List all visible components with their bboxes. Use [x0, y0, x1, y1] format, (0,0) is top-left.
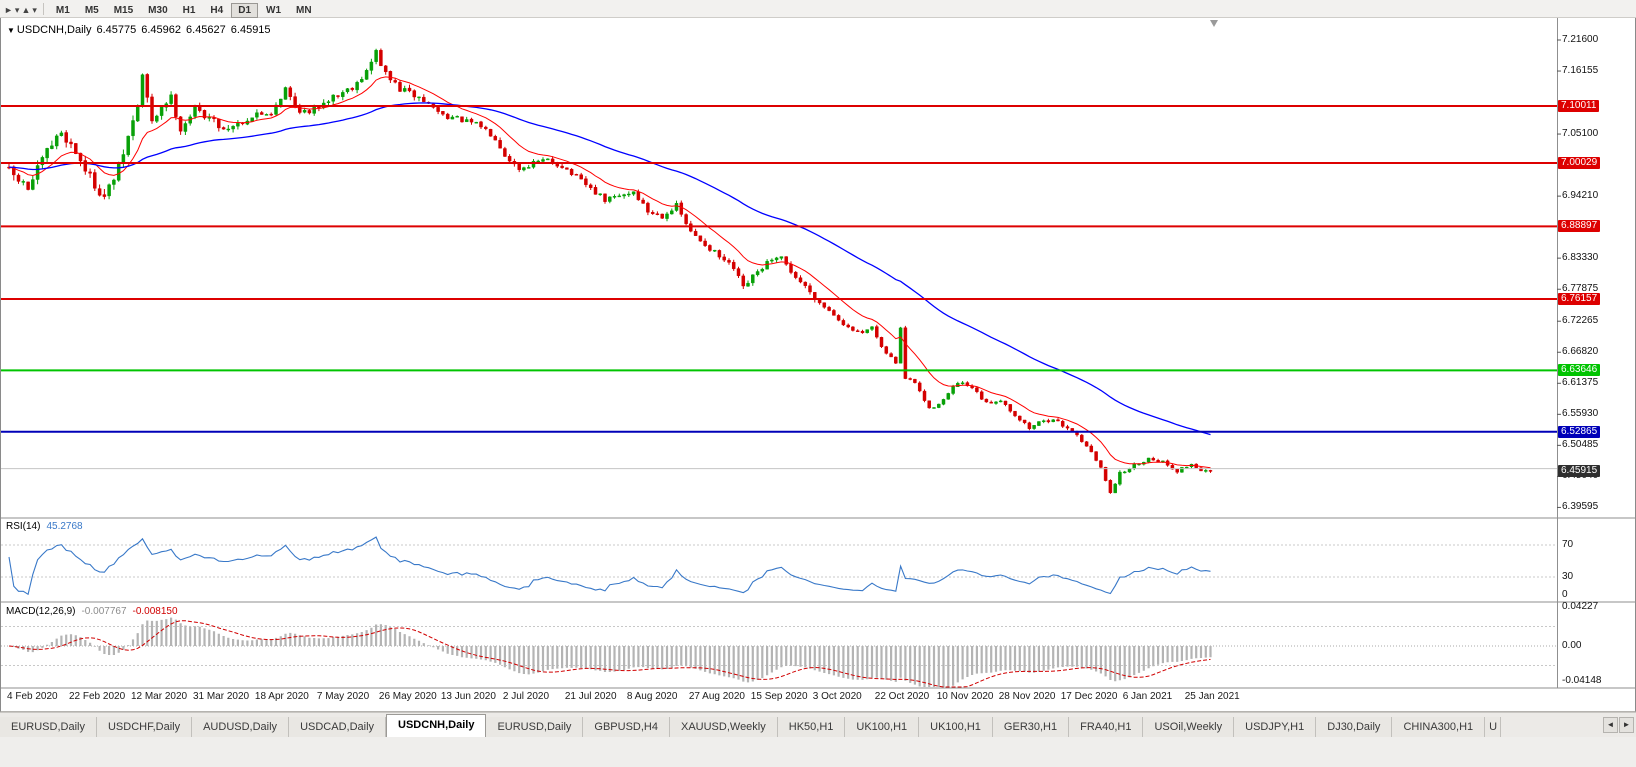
tab-scroll-left-button[interactable]: ◄ — [1603, 716, 1618, 733]
slow-ma-line — [8, 102, 1211, 436]
tab-scroll-buttons: ◄ ► — [1602, 712, 1636, 737]
chart-tab-usdcad-daily[interactable]: USDCAD,Daily — [289, 717, 387, 737]
chart-tab-eurusd-daily[interactable]: EURUSD,Daily — [0, 717, 97, 737]
chart-tab-china300-h1[interactable]: CHINA300,H1 — [1392, 717, 1486, 737]
chart-canvas[interactable] — [1, 18, 1636, 712]
timeframe-button-m15[interactable]: M15 — [113, 4, 134, 16]
chart-type-tool-caret-icon[interactable]: ▾ — [32, 4, 37, 15]
timeframe-button-mn[interactable]: MN — [296, 4, 312, 16]
rsi-line — [8, 536, 1211, 596]
toolbar-separator — [42, 2, 44, 15]
chart-tab-usdjpy-h1[interactable]: USDJPY,H1 — [1234, 717, 1317, 737]
chart-window[interactable]: ▼ USDCNH,Daily 6.45775 6.45962 6.45627 6.4591… — [0, 18, 1636, 712]
timeframe-button-h4[interactable]: H4 — [210, 4, 224, 16]
chart-tab-xauusd-weekly[interactable]: XAUUSD,Weekly — [669, 717, 778, 737]
chart-shift-marker[interactable] — [1210, 20, 1218, 27]
chart-tab-usoil-weekly[interactable]: USOil,Weekly — [1143, 717, 1235, 737]
tab-scroll-right-button[interactable]: ► — [1619, 716, 1634, 733]
timeframe-toolbar: ► ▾ ▲ ▾ M1 M5 M15 M30 H1 H4 D1 W1 MN — [0, 0, 1636, 18]
timeframe-button-w1[interactable]: W1 — [266, 4, 282, 16]
cursor-tool-icon[interactable]: ► — [4, 4, 13, 15]
chart-tabs: EURUSD,Daily USDCHF,Daily AUDUSD,Daily USDC… — [0, 710, 1502, 737]
timeframe-button-m5[interactable]: M5 — [84, 4, 99, 16]
timeframe-button-m30[interactable]: M30 — [148, 4, 168, 16]
toolbar-icons: ► ▾ ▲ ▾ — [3, 0, 38, 18]
chart-tab-overflow[interactable]: U — [1485, 717, 1502, 737]
chart-tab-fra40-h1[interactable]: FRA40,H1 — [1069, 717, 1144, 737]
chart-tab-usdchf-daily[interactable]: USDCHF,Daily — [96, 717, 193, 737]
chart-tab-eurusd-daily[interactable]: EURUSD,Daily — [486, 717, 584, 737]
fast-ma-line — [8, 76, 1211, 469]
timeframe-button-h1[interactable]: H1 — [182, 4, 196, 16]
chart-tab-bar: EURUSD,Daily USDCHF,Daily AUDUSD,Daily USDC… — [0, 712, 1636, 737]
chart-tab-gbpusd-h4[interactable]: GBPUSD,H4 — [583, 717, 670, 737]
chart-tab-audusd-daily[interactable]: AUDUSD,Daily — [192, 717, 290, 737]
macd-histogram — [12, 617, 1212, 687]
chart-tab-hk50-h1[interactable]: HK50,H1 — [777, 717, 846, 737]
down-candle-bodies — [7, 49, 1213, 493]
timeframe-buttons: M1 M5 M15 M30 H1 H4 D1 W1 MN — [49, 0, 320, 18]
chart-tab-uk100-h1[interactable]: UK100,H1 — [845, 717, 920, 737]
chart-type-tool-icon[interactable]: ▲ — [21, 4, 31, 15]
chart-tab-ger30-h1[interactable]: GER30,H1 — [992, 717, 1070, 737]
timeframe-button-d1[interactable]: D1 — [231, 2, 259, 18]
chart-tab-dj30-daily[interactable]: DJ30,Daily — [1316, 717, 1393, 737]
cursor-tool-caret-icon[interactable]: ▾ — [14, 4, 20, 15]
macd-signal-line — [8, 620, 1211, 688]
chart-tab-usdcnh-daily[interactable]: USDCNH,Daily — [386, 714, 487, 737]
chart-tab-uk100-h1[interactable]: UK100,H1 — [919, 717, 993, 737]
timeframe-button-m1[interactable]: M1 — [55, 4, 70, 16]
